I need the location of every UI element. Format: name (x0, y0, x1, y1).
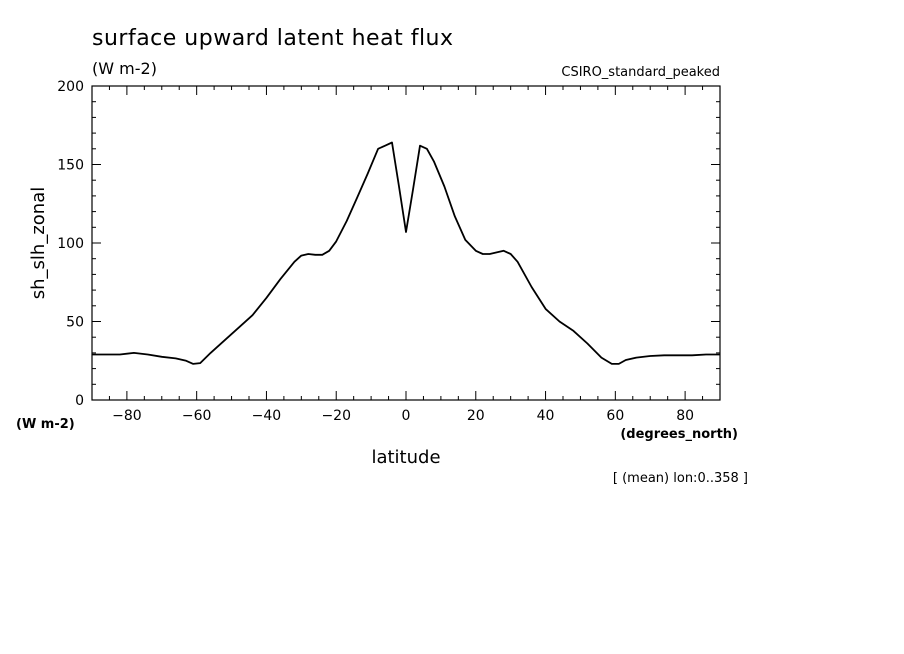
x-tick-label: 0 (402, 408, 411, 424)
y-tick-label: 150 (57, 158, 84, 174)
y-axis-units: (W m-2) (16, 417, 75, 432)
x-tick-label: 60 (606, 408, 624, 424)
x-tick-label: −60 (182, 408, 212, 424)
y-axis: 0 50 100 150 200 (57, 79, 720, 409)
dataset-label: CSIRO_standard_peaked (561, 65, 720, 80)
x-axis-units: (degrees_north) (620, 427, 738, 442)
y-tick-label: 200 (57, 79, 84, 95)
x-axis-label: latitude (371, 447, 440, 468)
chart-title: surface upward latent heat flux (92, 26, 454, 51)
x-tick-label: −80 (112, 408, 142, 424)
x-tick-label: 20 (467, 408, 485, 424)
y-axis-label: sh_slh_zonal (28, 187, 49, 299)
x-tick-label: −20 (321, 408, 351, 424)
x-axis: −80 −60 −40 −20 0 20 40 60 80 (108, 86, 704, 424)
x-tick-label: −40 (252, 408, 282, 424)
chart-units: (W m-2) (92, 59, 157, 78)
plot-frame (91, 85, 721, 401)
y-tick-label: 50 (66, 315, 84, 331)
x-tick-label: 80 (676, 408, 694, 424)
y-tick-label: 100 (57, 236, 84, 252)
footnote: [ (mean) lon:0..358 ] (613, 471, 748, 486)
series-line (92, 141, 720, 365)
x-tick-label: 40 (537, 408, 555, 424)
y-tick-label: 0 (75, 393, 84, 409)
